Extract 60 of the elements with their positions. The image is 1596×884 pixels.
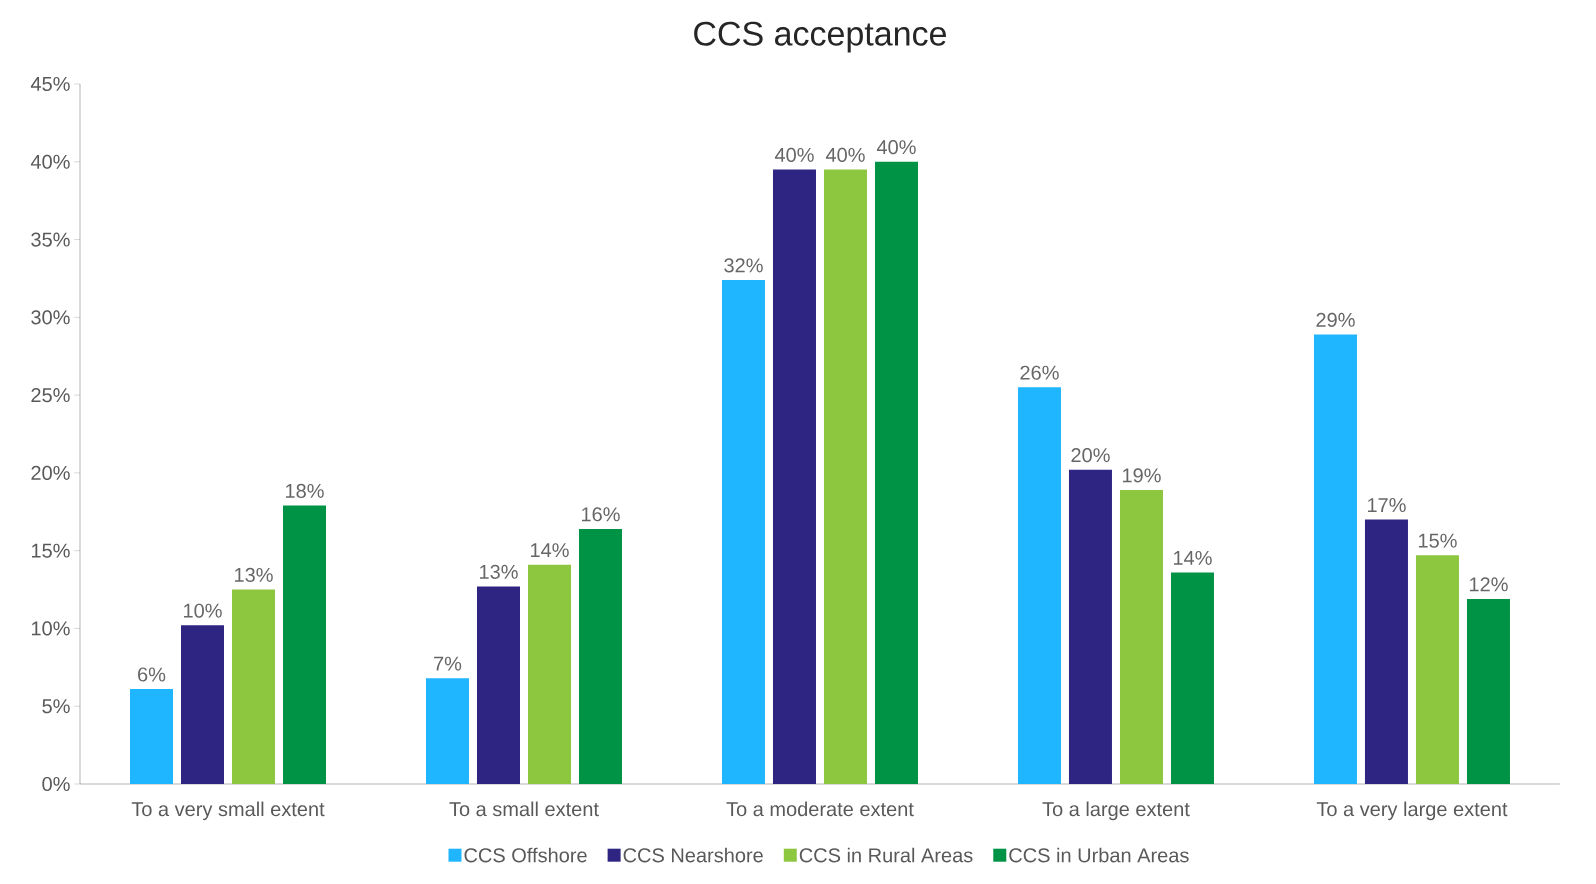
bar	[1170, 572, 1214, 784]
data-label: 32%	[724, 258, 763, 273]
y-tick-label: 25%	[31, 388, 70, 403]
y-tick-label: 45%	[30, 76, 70, 92]
data-label: 14%	[531, 543, 569, 558]
bar	[130, 689, 173, 784]
data-label: 40%	[825, 147, 865, 163]
bar	[283, 505, 326, 784]
bar	[527, 564, 571, 784]
bar	[232, 589, 275, 784]
data-label: 18%	[286, 483, 324, 499]
data-label: 40%	[876, 140, 916, 155]
x-tick-label: To a moderate extent	[726, 801, 914, 817]
data-label: 26%	[1020, 365, 1059, 380]
bar	[1017, 387, 1061, 784]
data-label: 10%	[184, 603, 222, 618]
y-tick-label: 20%	[31, 465, 70, 480]
bar	[1466, 598, 1510, 784]
bar	[1364, 519, 1408, 784]
bar	[425, 678, 469, 784]
data-label: 7%	[434, 656, 462, 671]
data-label: 12%	[1469, 577, 1508, 592]
x-tick-label: To a very small extent	[131, 801, 325, 821]
bar	[1068, 469, 1112, 784]
bar	[1415, 555, 1459, 784]
bar	[578, 528, 622, 784]
bar	[1119, 490, 1163, 784]
data-label: 14%	[1173, 550, 1212, 565]
x-tick-label: To a very large extent	[1316, 801, 1508, 821]
y-tick-label: 30%	[31, 310, 70, 325]
y-tick-label: 15%	[31, 543, 70, 558]
data-label: 13%	[235, 567, 273, 583]
bar	[181, 625, 224, 784]
chart-title: CCS acceptance	[694, 21, 946, 53]
data-label: 40%	[774, 147, 814, 163]
data-label: 13%	[480, 564, 518, 579]
y-tick-label: 0%	[42, 776, 70, 792]
bar	[823, 169, 867, 784]
y-tick-label: 40%	[30, 154, 70, 169]
data-label: 20%	[1071, 448, 1110, 463]
legend-label: CCS in Rural Areas	[799, 847, 973, 863]
legend-label: CCS Offshore	[464, 847, 587, 863]
x-tick-label: To a small extent	[449, 801, 599, 817]
y-tick-label: 10%	[31, 621, 70, 636]
bar	[476, 586, 520, 784]
data-label: 6%	[138, 667, 166, 682]
data-label: 19%	[1122, 468, 1161, 483]
y-tick-label: 5%	[42, 699, 70, 714]
legend-label: CCS in Urban Areas	[1009, 847, 1189, 863]
bar	[874, 161, 918, 784]
x-tick-label: To a large extent	[1042, 801, 1190, 821]
data-label: 17%	[1367, 498, 1406, 513]
bar	[1313, 334, 1357, 784]
bar	[772, 169, 816, 784]
data-label: 15%	[1418, 533, 1457, 548]
data-label: 16%	[582, 507, 620, 522]
legend-label: CCS Nearshore	[623, 847, 763, 863]
bar	[721, 280, 765, 784]
data-label: 29%	[1316, 312, 1355, 327]
y-tick-label: 35%	[31, 232, 70, 247]
